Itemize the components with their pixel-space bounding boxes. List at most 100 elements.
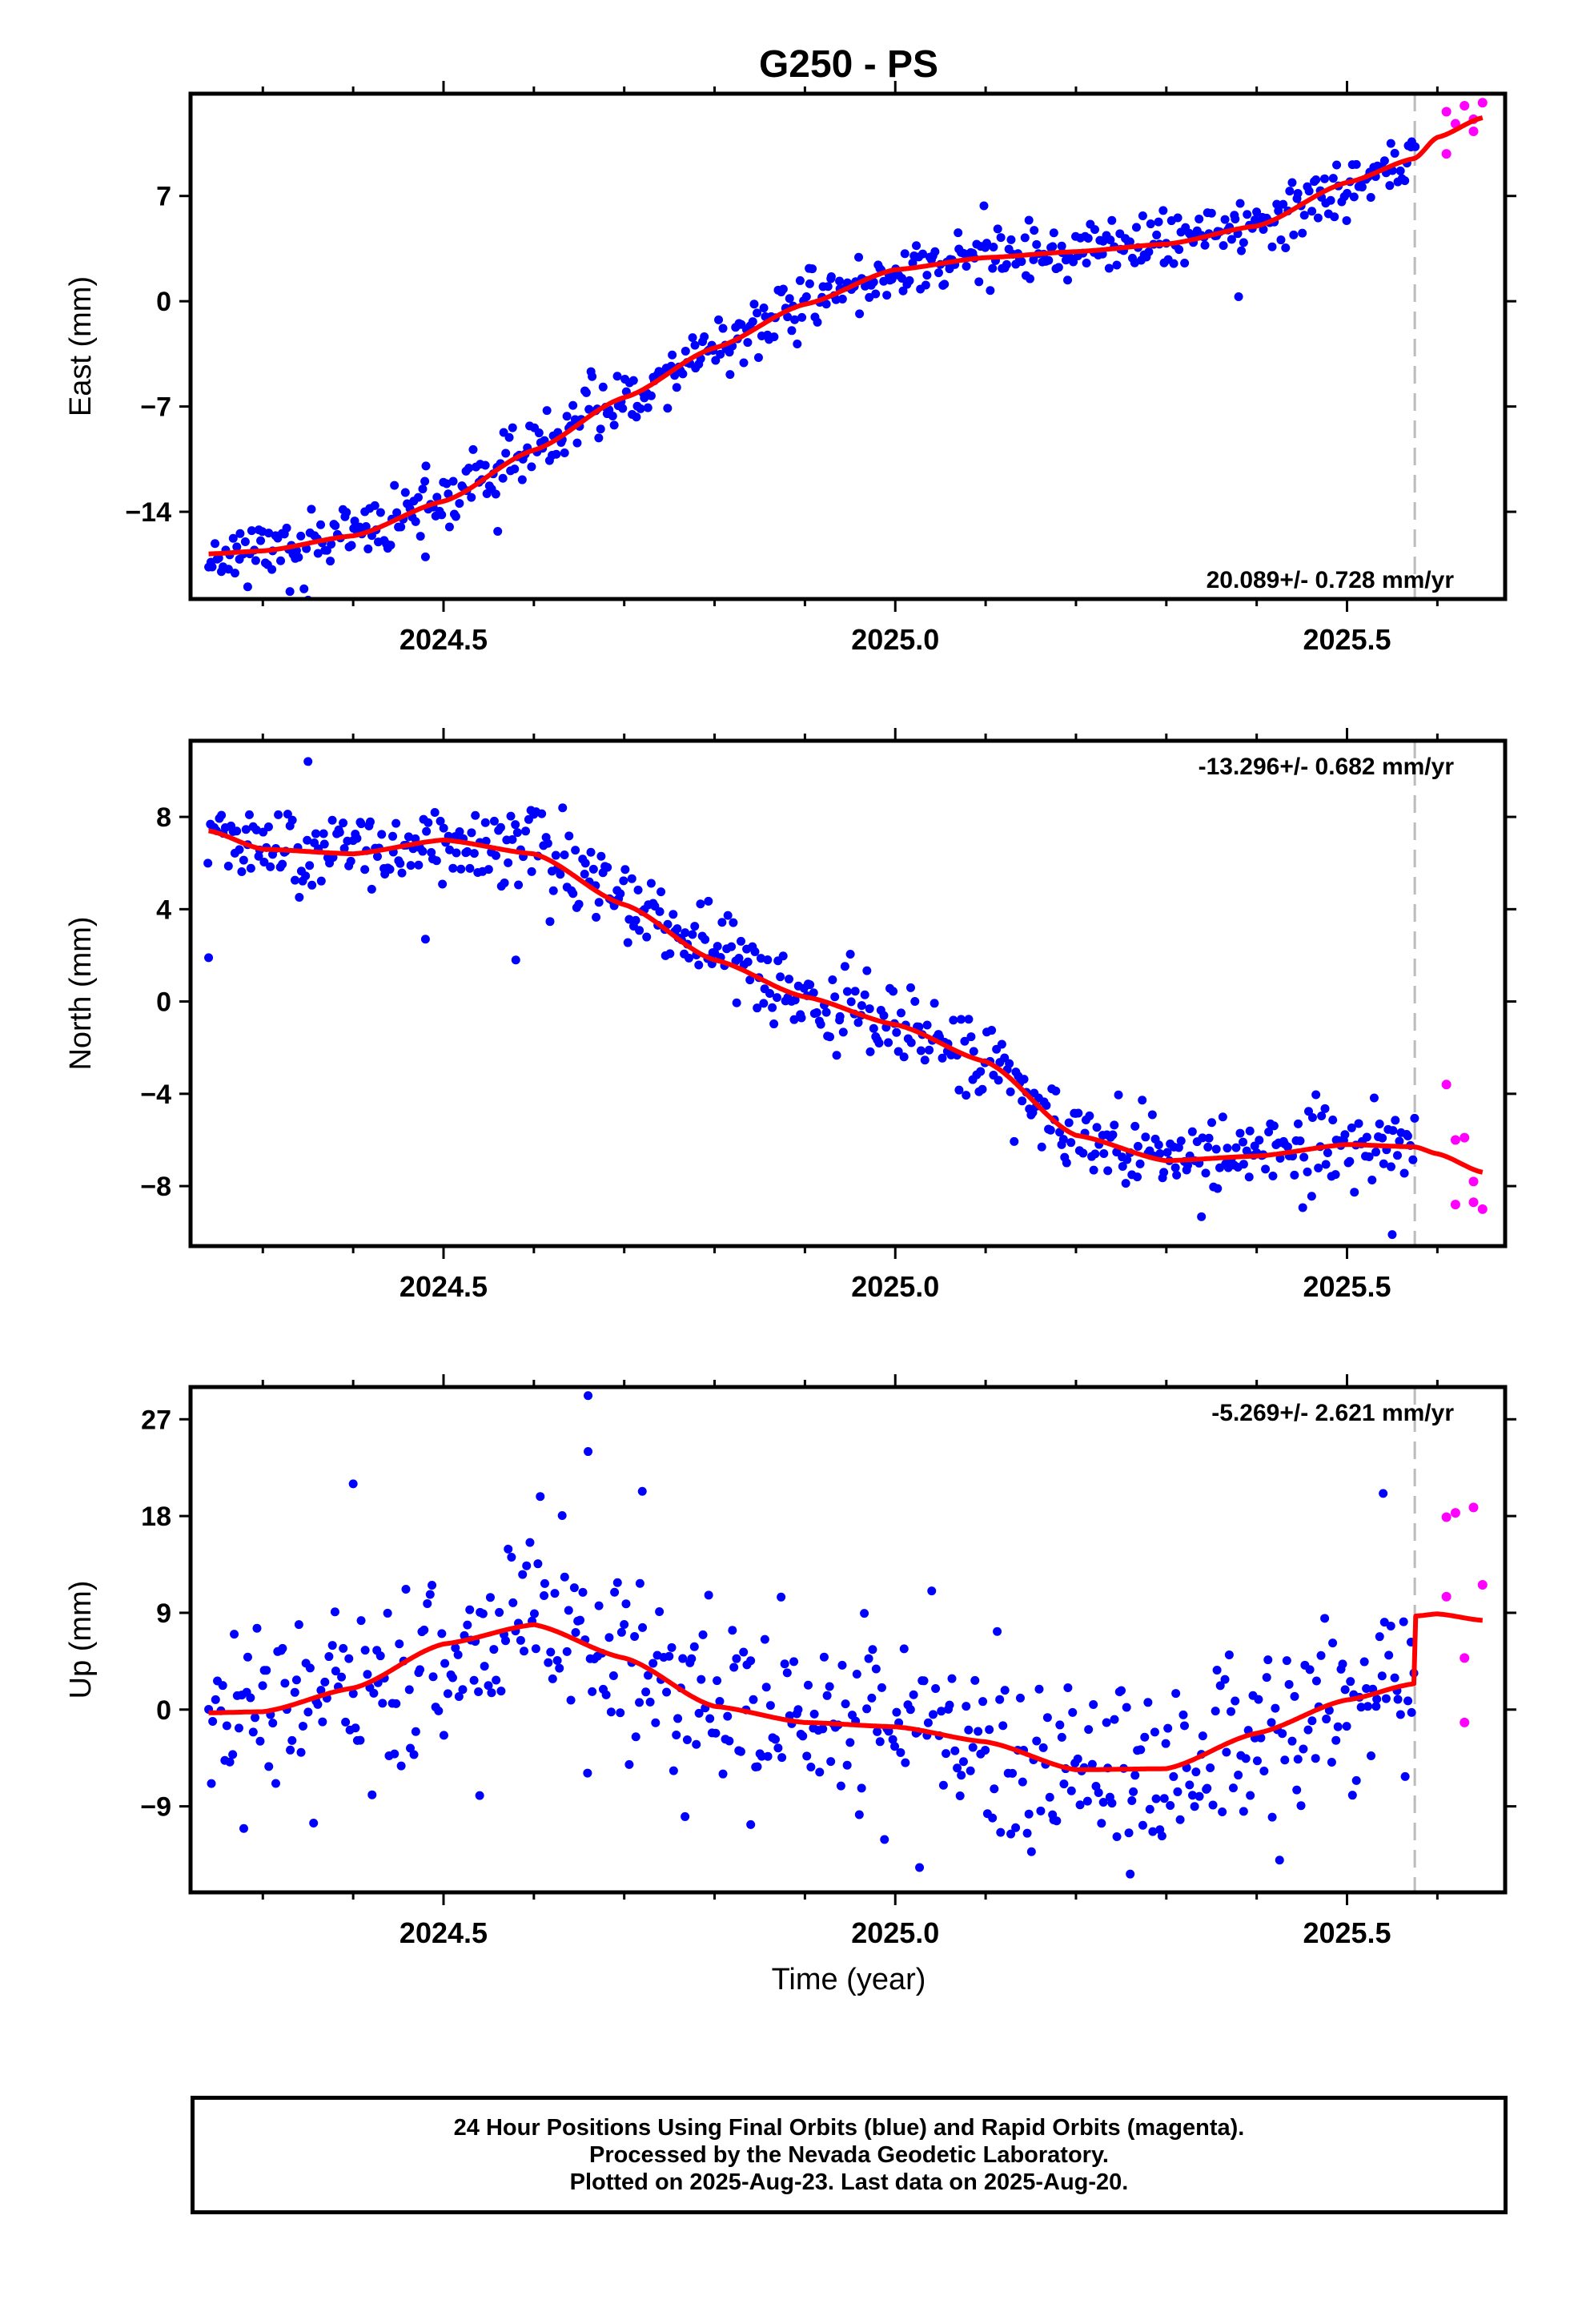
final-orbit-point — [521, 826, 531, 836]
rapid-orbit-point — [1468, 126, 1479, 136]
final-orbit-point — [787, 326, 797, 336]
rate-label: -13.296+/- 0.682 mm/yr — [1199, 754, 1455, 780]
final-orbit-point — [451, 1643, 460, 1653]
final-orbit-point — [1275, 1856, 1284, 1865]
final-orbit-point — [636, 404, 645, 413]
final-orbit-point — [624, 1759, 634, 1769]
final-orbit-point — [865, 1047, 875, 1056]
final-orbit-point — [835, 1011, 845, 1021]
final-orbit-point — [552, 449, 561, 459]
final-orbit-point — [950, 1746, 960, 1755]
final-orbit-point — [1045, 1792, 1054, 1802]
final-orbit-point — [588, 1687, 597, 1696]
final-orbit-point — [458, 1685, 468, 1695]
final-orbit-point — [717, 918, 727, 927]
final-orbit-point — [1254, 1695, 1263, 1704]
final-orbit-point — [444, 522, 454, 532]
final-orbit-point — [882, 291, 892, 300]
final-orbit-point — [367, 1790, 377, 1799]
final-orbit-point — [619, 876, 628, 886]
final-orbit-point — [1195, 1791, 1204, 1801]
plot-frame — [188, 91, 1508, 601]
rapid-orbit-point — [1468, 1197, 1479, 1208]
final-orbit-point — [1074, 1108, 1083, 1118]
y-tick-label: 0 — [156, 1695, 171, 1726]
final-orbit-point — [594, 433, 604, 443]
final-orbit-point — [487, 1688, 496, 1698]
final-orbit-point — [370, 501, 379, 510]
final-orbit-point — [1363, 1702, 1372, 1711]
rapid-orbit-point — [1450, 1200, 1460, 1210]
final-orbit-point — [1038, 1743, 1048, 1752]
final-orbit-point — [718, 324, 728, 333]
final-orbit-point — [542, 406, 552, 416]
final-orbit-point — [319, 839, 329, 849]
final-orbit-point — [687, 1654, 697, 1663]
final-orbit-point — [588, 864, 598, 874]
x-tick-label: 2025.5 — [1303, 1916, 1391, 1949]
final-orbit-point — [1112, 260, 1122, 270]
final-orbit-point — [1303, 1167, 1312, 1176]
final-orbit-point — [291, 1675, 301, 1685]
final-orbit-point — [1395, 1710, 1405, 1719]
final-orbit-point — [360, 865, 370, 875]
final-orbit-point — [655, 1607, 665, 1617]
final-orbit-point — [320, 1677, 330, 1687]
final-orbit-point — [301, 871, 311, 881]
final-orbit-point — [375, 508, 385, 517]
y-tick-label: 18 — [141, 1502, 171, 1532]
final-orbit-point — [1220, 1675, 1230, 1684]
final-orbit-point — [1379, 1618, 1389, 1627]
final-orbit-point — [1320, 1104, 1330, 1113]
final-orbit-point — [763, 955, 773, 965]
final-orbit-point — [1228, 1783, 1238, 1793]
final-orbit-point — [773, 993, 782, 1003]
final-orbit-point — [1059, 1779, 1069, 1789]
final-orbit-point — [778, 951, 788, 961]
final-orbit-point — [1044, 255, 1054, 265]
final-orbit-point — [822, 1691, 832, 1700]
final-orbit-point — [1130, 1121, 1140, 1131]
final-orbit-point — [232, 542, 242, 552]
final-orbit-point — [690, 922, 700, 931]
final-orbit-point — [303, 1707, 313, 1717]
final-orbit-point — [267, 565, 277, 574]
final-orbit-point — [846, 997, 856, 1007]
final-orbit-point — [723, 911, 733, 920]
rate-label: -5.269+/- 2.621 mm/yr — [1211, 1400, 1454, 1426]
final-orbit-point — [1042, 1713, 1052, 1723]
final-orbit-point — [1278, 1729, 1287, 1739]
final-orbit-point — [280, 1679, 290, 1688]
final-orbit-point — [1393, 1695, 1403, 1704]
final-orbit-point — [247, 526, 256, 536]
final-orbit-point — [558, 803, 568, 813]
final-orbit-point — [957, 1771, 966, 1780]
final-orbit-point — [651, 1718, 661, 1727]
final-orbit-point — [685, 953, 694, 963]
final-orbit-point — [821, 1007, 831, 1017]
final-orbit-point — [1176, 1136, 1186, 1146]
final-orbit-point — [348, 1689, 358, 1699]
final-orbit-point — [395, 1639, 404, 1649]
final-orbit-point — [1058, 1135, 1068, 1144]
final-orbit-point — [1307, 1113, 1317, 1123]
final-orbit-point — [322, 545, 331, 555]
final-orbit-point — [1191, 1767, 1201, 1777]
final-orbit-point — [927, 1586, 937, 1596]
final-orbit-point — [923, 1718, 933, 1727]
final-orbit-point — [1267, 1812, 1277, 1822]
final-orbit-point — [656, 887, 666, 897]
final-orbit-point — [285, 587, 295, 597]
final-orbit-point — [970, 1675, 980, 1685]
final-orbit-point — [1390, 148, 1399, 158]
final-orbit-point — [491, 850, 500, 860]
final-orbit-point — [463, 846, 472, 856]
final-orbit-point — [964, 1725, 974, 1735]
final-orbit-point — [1006, 235, 1016, 244]
final-orbit-point — [612, 372, 622, 381]
final-orbit-point — [1338, 1659, 1347, 1669]
final-orbit-point — [522, 1561, 532, 1570]
final-orbit-point — [1143, 1698, 1153, 1707]
final-orbit-point — [723, 1711, 733, 1721]
final-orbit-point — [251, 1713, 260, 1723]
